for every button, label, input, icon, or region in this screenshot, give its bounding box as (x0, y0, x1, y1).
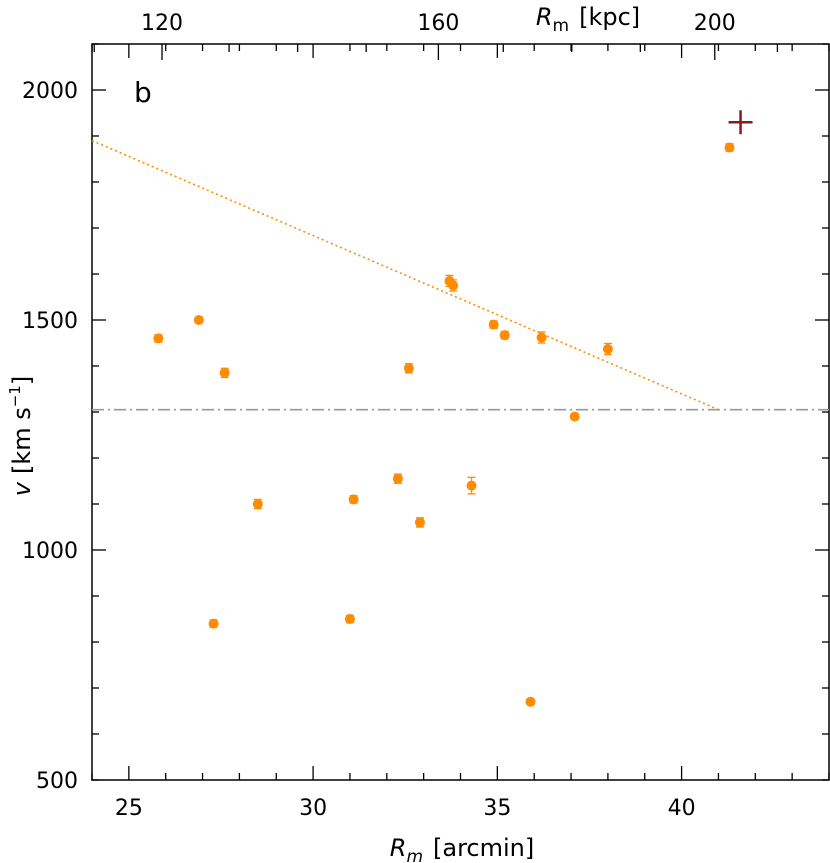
data-point (536, 332, 547, 343)
data-points (153, 110, 753, 707)
data-point (448, 280, 459, 291)
plot-frame (91, 43, 830, 781)
y-tick-label: 2000 (22, 79, 78, 104)
data-point (392, 473, 403, 484)
x-tick-label: 30 (299, 796, 327, 821)
data-point (488, 319, 499, 330)
data-point (525, 696, 536, 707)
top-tick-label: 200 (694, 11, 736, 36)
top-axis-label: Rm [kpc] (536, 3, 640, 36)
trend-line (91, 139, 719, 411)
data-point (414, 517, 425, 528)
x-tick-label: 35 (483, 796, 511, 821)
x-tick-label: 40 (668, 796, 696, 821)
x-axis-label: Rm [arcmin] (390, 834, 534, 863)
data-point (344, 614, 355, 624)
data-point (569, 411, 580, 422)
top-axis-label-sub: m (553, 16, 570, 36)
y-axis-label: v [km s−1] (6, 376, 36, 496)
data-point (252, 499, 263, 509)
top-tick-label: 160 (417, 11, 459, 36)
data-point (348, 494, 359, 505)
y-tick-label: 500 (36, 769, 78, 794)
y-tick-label: 1500 (22, 309, 78, 334)
top-axis-ticks: 120 160 200 (93, 11, 779, 60)
data-point (219, 367, 230, 378)
top-axis-label-unit: [kpc] (579, 3, 640, 31)
x-tick-label: 25 (115, 796, 143, 821)
data-point (153, 333, 164, 344)
x-axis-label-sub: m (406, 847, 423, 863)
y-tick-label: 1000 (22, 539, 78, 564)
x-axis-label-main: R (390, 834, 407, 862)
y-axis-label-sup: −1 (6, 385, 24, 407)
x-axis-ticks: 25 30 35 40 (91, 44, 830, 821)
data-point (208, 618, 219, 629)
data-point (466, 480, 477, 491)
y-axis-label-unit-a: [km s (8, 407, 36, 474)
y-axis-ticks: 1000 1500 2000 500 (22, 43, 829, 794)
panel-label: b (134, 76, 152, 109)
data-point (403, 363, 414, 374)
plus-marker (728, 110, 753, 135)
data-point (193, 315, 204, 325)
data-point (724, 142, 735, 153)
data-point (602, 343, 613, 354)
y-axis-label-unit-b: ] (8, 376, 36, 385)
top-tick-label: 120 (141, 11, 183, 36)
y-axis-label-main: v (8, 481, 36, 496)
reference-lines (91, 139, 829, 411)
x-axis-label-unit: [arcmin] (433, 834, 534, 862)
top-axis-label-main: R (536, 3, 553, 31)
data-point (499, 330, 510, 341)
